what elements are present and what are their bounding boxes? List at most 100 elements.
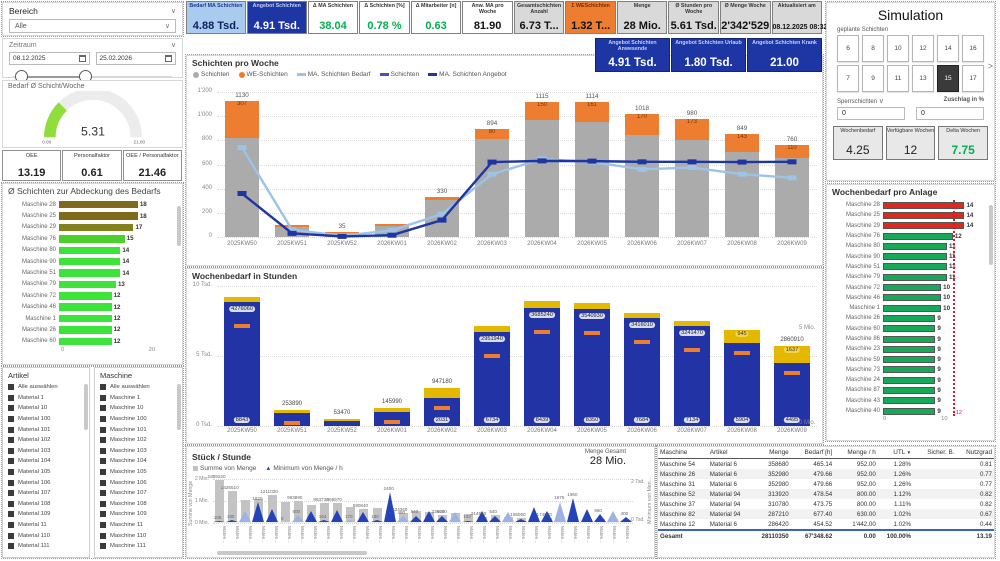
schicht-button-10[interactable]: 10 (887, 35, 909, 62)
table-row[interactable]: Maschine 82 Material 94 287210 677.40 630.00… (658, 509, 994, 519)
legend-item[interactable]: ▲ Minimum von Menge / h (265, 465, 342, 472)
schicht-button-7[interactable]: 7 (837, 65, 859, 92)
checkbox-checked-icon[interactable] (8, 447, 14, 454)
bar-column[interactable]: 590840 (353, 478, 370, 522)
stunden-bar[interactable]: 3685240 8439 (524, 307, 560, 426)
min-menge-triangle[interactable] (528, 507, 540, 522)
coverage-row[interactable]: Maschine 28 18 (3, 199, 182, 210)
coverage-row[interactable]: Maschine 26 12 (3, 324, 182, 335)
stunden-bar[interactable] (324, 421, 360, 426)
stunden-bar[interactable]: 4276060 8843 (224, 302, 260, 426)
checkbox-checked-icon[interactable] (8, 426, 14, 433)
stunden-bar[interactable]: 3241470 7134 (674, 326, 710, 426)
menge-bar[interactable] (280, 502, 290, 522)
bar-column[interactable]: 853730 164 (313, 478, 331, 522)
checkbox-checked-icon[interactable] (100, 479, 106, 486)
list-item[interactable]: Maschine 1 (95, 393, 182, 404)
anlage-row[interactable]: Maschine 86 9 (827, 334, 994, 344)
bar-column[interactable]: 3416010 7684 (617, 286, 667, 426)
yellow-bar-segment[interactable] (324, 419, 360, 422)
anlage-bar[interactable] (883, 253, 947, 261)
legend-item[interactable]: Schichten (379, 71, 419, 78)
schicht-button-15[interactable]: 15 (937, 65, 959, 92)
yellow-bar-segment[interactable] (574, 302, 610, 310)
min-menge-triangle[interactable] (239, 511, 252, 522)
menge-bar[interactable] (215, 480, 224, 522)
anlage-row[interactable]: Maschine 79 11 (827, 272, 994, 282)
bar-column[interactable]: 1130 307 (217, 92, 267, 237)
list-item[interactable]: Material 111 (3, 541, 89, 552)
list-item[interactable]: Material 109 (3, 509, 89, 520)
bar-column[interactable]: 180 (370, 478, 384, 522)
scrollbar[interactable] (989, 205, 993, 265)
min-menge-triangle[interactable] (409, 516, 422, 522)
list-item[interactable]: Alle auswählen (3, 382, 89, 393)
min-menge-triangle[interactable] (331, 510, 344, 522)
anlage-row[interactable]: Maschine 59 9 (827, 354, 994, 364)
anlage-bar[interactable] (883, 376, 936, 384)
bar-column[interactable]: 1675 (554, 478, 567, 522)
min-menge-triangle[interactable] (396, 516, 409, 522)
coverage-row[interactable]: Maschine 76 15 (3, 233, 182, 244)
min-menge-triangle[interactable] (488, 516, 501, 522)
checkbox-checked-icon[interactable] (8, 405, 14, 412)
anlage-row[interactable]: Maschine 40 9 (827, 406, 994, 416)
bar-column[interactable]: 1889220 105 (208, 474, 226, 522)
we-schichten-bar[interactable]: 170 (625, 114, 659, 135)
checkbox-checked-icon[interactable] (100, 447, 106, 454)
menge-bar[interactable] (464, 514, 474, 522)
we-schichten-bar[interactable]: 307 (225, 100, 259, 138)
anlage-row[interactable]: Maschine 25 14 (827, 210, 994, 220)
legend-item[interactable]: MA. Schichten Angebot (428, 71, 507, 78)
schichten-bar[interactable] (225, 137, 259, 237)
table-header-menge-h[interactable]: Menge / h (834, 447, 878, 459)
coverage-bar[interactable] (59, 235, 125, 243)
schicht-button-6[interactable]: 6 (837, 35, 859, 62)
anlage-row[interactable]: Maschine 43 9 (827, 396, 994, 406)
anlage-row[interactable]: Maschine 26 9 (827, 313, 994, 323)
menge-bar[interactable] (346, 506, 356, 522)
table-row[interactable]: Maschine 12 Material 6 286420 454.52 1'442.0… (658, 519, 994, 530)
we-schichten-bar[interactable]: 143 (725, 134, 759, 152)
schicht-button-13[interactable]: 13 (912, 65, 934, 92)
list-item[interactable]: Maschine 103 (95, 446, 182, 457)
table-header-maschine[interactable]: Maschine (658, 447, 708, 459)
checkbox-checked-icon[interactable] (100, 416, 106, 423)
stunden-bar[interactable]: 2031 (424, 397, 460, 426)
bar-column[interactable]: 849 143 (717, 92, 767, 237)
checkbox-checked-icon[interactable] (100, 394, 106, 401)
bar-column[interactable]: 660 (593, 478, 607, 522)
min-menge-triangle[interactable] (554, 502, 567, 522)
anlage-row[interactable]: Maschine 46 10 (827, 293, 994, 303)
list-item[interactable]: Material 104 (3, 456, 89, 467)
legend-item[interactable]: Summe von Menge (193, 465, 256, 472)
anlage-bar[interactable] (883, 407, 936, 415)
chevron-down-icon[interactable]: ∨ (170, 8, 176, 15)
list-item[interactable]: Material 11 (3, 520, 89, 531)
stunden-bar[interactable]: 3540930 8350 (574, 309, 610, 426)
bar-column[interactable]: 540 (409, 478, 423, 522)
table-row[interactable]: Maschine 37 Material 94 310780 473.75 800.00… (658, 499, 994, 509)
table-header-menge[interactable]: Menge (751, 447, 791, 459)
we-schichten-bar[interactable] (425, 197, 459, 201)
anlage-bar[interactable] (883, 325, 936, 333)
bar-column[interactable]: 1426510 180 (221, 478, 239, 522)
min-menge-triangle[interactable] (265, 509, 278, 522)
min-menge-triangle[interactable] (304, 511, 317, 522)
checkbox-checked-icon[interactable] (100, 437, 106, 444)
stunden-bar[interactable]: 4495 (774, 363, 810, 426)
min-menge-triangle[interactable] (344, 520, 357, 522)
anlage-row[interactable]: Maschine 1 10 (827, 303, 994, 313)
list-item[interactable]: Material 103 (3, 446, 89, 457)
checkbox-checked-icon[interactable] (8, 437, 14, 444)
anlage-bar[interactable] (883, 304, 942, 312)
bar-column[interactable]: 2951940 6734 (467, 286, 517, 426)
yellow-bar-segment[interactable] (274, 409, 310, 414)
checkbox-checked-icon[interactable] (8, 458, 14, 465)
anlage-bar[interactable] (883, 366, 936, 374)
stunden-bar[interactable] (274, 413, 310, 426)
we-schichten-bar[interactable] (325, 231, 359, 234)
ma-schichten-bedarf-line-marker[interactable] (637, 166, 647, 172)
stunden-bar[interactable]: 5904 (724, 343, 760, 426)
yellow-bar-segment[interactable]: 945 (724, 330, 760, 344)
